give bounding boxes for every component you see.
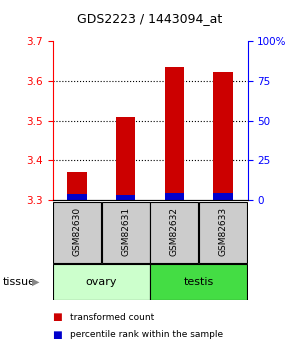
Text: ■: ■ — [52, 313, 62, 322]
Bar — [165, 67, 184, 200]
Bar — [67, 172, 87, 200]
FancyBboxPatch shape — [151, 203, 198, 263]
FancyBboxPatch shape — [199, 203, 247, 263]
Text: GSM82631: GSM82631 — [121, 207, 130, 256]
Bar — [116, 195, 135, 200]
Text: percentile rank within the sample: percentile rank within the sample — [70, 330, 224, 339]
Text: ovary: ovary — [85, 277, 117, 287]
Text: GSM82633: GSM82633 — [219, 207, 228, 256]
FancyBboxPatch shape — [151, 264, 247, 300]
Bar — [213, 193, 233, 200]
Text: tissue: tissue — [3, 277, 36, 287]
Text: GSM82632: GSM82632 — [170, 207, 179, 256]
Text: ■: ■ — [52, 330, 62, 339]
FancyBboxPatch shape — [53, 264, 149, 300]
FancyBboxPatch shape — [102, 203, 149, 263]
Bar — [116, 117, 135, 200]
Bar — [213, 72, 233, 200]
Bar — [165, 193, 184, 200]
Text: GSM82630: GSM82630 — [72, 207, 81, 256]
Text: transformed count: transformed count — [70, 313, 155, 322]
Text: GDS2223 / 1443094_at: GDS2223 / 1443094_at — [77, 12, 223, 25]
Text: testis: testis — [184, 277, 214, 287]
Bar — [67, 194, 87, 200]
Text: ▶: ▶ — [32, 277, 39, 287]
FancyBboxPatch shape — [53, 203, 101, 263]
